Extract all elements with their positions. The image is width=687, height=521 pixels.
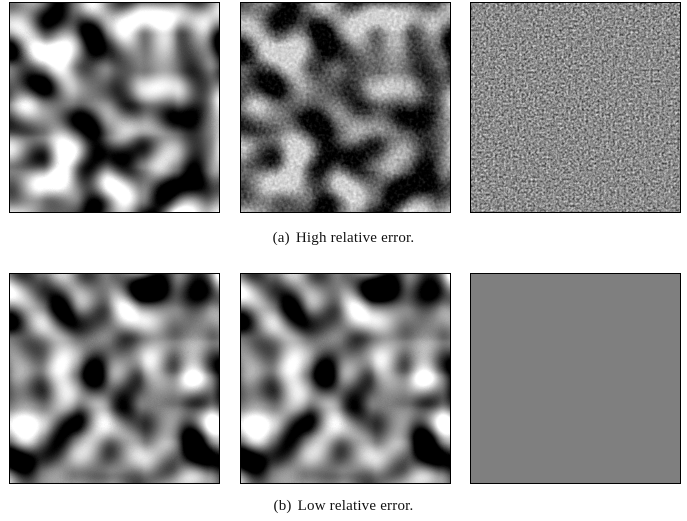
panel-b-middle — [240, 273, 451, 484]
caption-b: (b) Low relative error. — [0, 498, 687, 515]
panel-a-middle — [240, 2, 451, 213]
caption-a-text: High relative error. — [295, 230, 415, 246]
row-a — [9, 2, 685, 214]
panel-a-middle-image — [241, 3, 450, 212]
caption-a-tag: (a) — [272, 230, 290, 246]
panel-b-middle-image — [241, 274, 450, 483]
panel-b-left-image — [10, 274, 219, 483]
row-b — [9, 273, 685, 485]
panel-a-right-image — [471, 3, 680, 212]
panel-a-right — [470, 2, 681, 213]
panel-b-right — [470, 273, 681, 484]
panel-b-left — [9, 273, 220, 484]
caption-a: (a) High relative error. — [0, 230, 687, 247]
caption-b-tag: (b) — [273, 498, 292, 514]
caption-b-text: Low relative error. — [297, 498, 414, 514]
panel-b-right-image — [471, 274, 680, 483]
panel-a-left — [9, 2, 220, 213]
panel-a-left-image — [10, 3, 219, 212]
